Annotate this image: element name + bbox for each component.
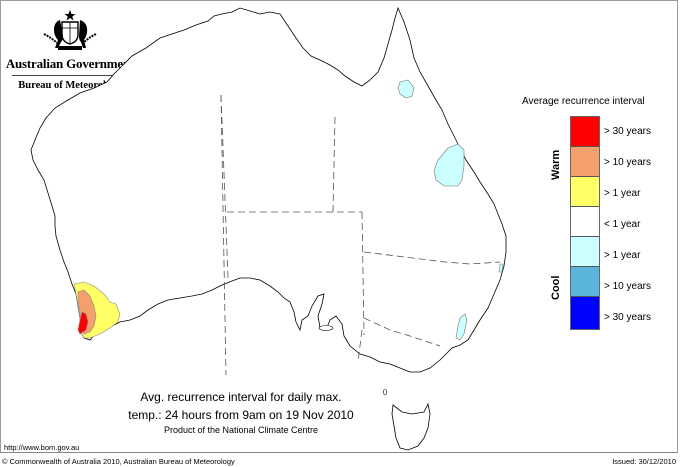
legend-label: > 1 year bbox=[604, 250, 641, 261]
cool-area-central-qld bbox=[433, 143, 465, 187]
legend-label: > 30 years bbox=[604, 312, 651, 323]
issued-date: Issued: 30/12/2010 bbox=[612, 457, 676, 466]
agency-logo: Australian Government Bureau of Meteorol… bbox=[0, 8, 140, 91]
government-name: Australian Government bbox=[5, 56, 135, 71]
legend-label: > 10 years bbox=[604, 281, 651, 292]
bom-url-link[interactable]: http://www.bom.gov.au bbox=[4, 443, 80, 452]
legend-swatch-cool-1 bbox=[571, 237, 599, 267]
cool-area-south-nsw bbox=[455, 313, 468, 341]
cool-area-north-nsw bbox=[498, 263, 504, 273]
legend-swatch-warm-10 bbox=[571, 147, 599, 177]
legend-label: > 30 years bbox=[604, 126, 651, 137]
legend-swatch-warm-30 bbox=[571, 117, 599, 147]
product-credit: Product of the National Climate Centre bbox=[163, 425, 319, 435]
legend-swatch-cool-30 bbox=[571, 297, 599, 329]
logo-divider bbox=[12, 75, 128, 76]
map-frame bbox=[0, 0, 678, 453]
cool-area-far-north-qld bbox=[397, 79, 415, 99]
legend-title: Average recurrence interval bbox=[522, 96, 645, 107]
legend-color-bar bbox=[570, 116, 600, 330]
legend-label: > 10 years bbox=[604, 157, 651, 168]
map-title-line2: temp.: 24 hours from 9am on 19 Nov 2010 bbox=[128, 408, 354, 422]
legend-cool-label: Cool bbox=[550, 275, 562, 300]
legend-swatch-cool-10 bbox=[571, 267, 599, 297]
legend-label: < 1 year bbox=[604, 219, 641, 230]
state-borders bbox=[220, 94, 501, 376]
coat-of-arms-icon bbox=[43, 10, 97, 50]
map-title-line1: Avg. recurrence interval for daily max. bbox=[140, 390, 342, 404]
legend-swatch-normal bbox=[571, 207, 599, 237]
agency-name: Bureau of Meteorology bbox=[18, 80, 122, 91]
copyright-notice: © Commonwealth of Australia 2010, Austra… bbox=[2, 457, 235, 466]
mainland-coastline bbox=[30, 6, 507, 373]
tasmania-coastline bbox=[391, 402, 431, 451]
legend-warm-label: Warm bbox=[550, 149, 562, 180]
legend-label: > 1 year bbox=[604, 188, 641, 199]
legend-swatch-warm-1 bbox=[571, 177, 599, 207]
warm-gt30yr-area bbox=[77, 311, 89, 335]
